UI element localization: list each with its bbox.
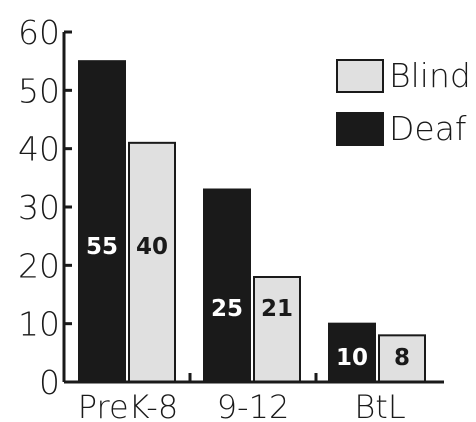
legend-label-deaf: Deaf: [389, 109, 467, 148]
y-tick-label: 0: [39, 363, 60, 402]
legend: Blind Deaf: [336, 56, 471, 148]
legend-swatch-blind: [336, 59, 384, 93]
data-label-blind-prek-8: 40: [136, 234, 168, 260]
y-tick-label: 50: [18, 71, 60, 110]
x-category-label: BtL: [354, 388, 405, 422]
bar-blind-prek-8: [128, 141, 176, 383]
data-label-deaf-9-12: 25: [211, 296, 243, 322]
x-category-label: PreK-8: [78, 388, 178, 422]
y-tick-label: 10: [18, 305, 60, 344]
data-label-blind-btl: 8: [394, 345, 410, 371]
data-label-deaf-prek-8: 55: [86, 234, 118, 260]
bar-deaf-prek-8: [78, 60, 126, 384]
y-tick-label: 30: [18, 188, 60, 227]
legend-label-blind: Blind: [389, 56, 471, 95]
x-category-label: 9-12: [217, 388, 290, 422]
bar-deaf-9-12: [203, 188, 251, 383]
bar-blind-9-12: [253, 276, 301, 383]
y-tick-label: 60: [18, 13, 60, 52]
legend-swatch-deaf: [336, 112, 384, 146]
y-tick-label: 40: [18, 130, 60, 169]
axes: 0 10 20 30 40 50 60 PreK-8 9-12 BtL: [18, 13, 444, 422]
data-label-blind-9-12: 21: [261, 296, 293, 322]
data-label-deaf-btl: 10: [336, 345, 368, 371]
bar-group: 55 40 25 21 10 8: [78, 60, 426, 384]
y-tick-label: 20: [18, 246, 60, 285]
